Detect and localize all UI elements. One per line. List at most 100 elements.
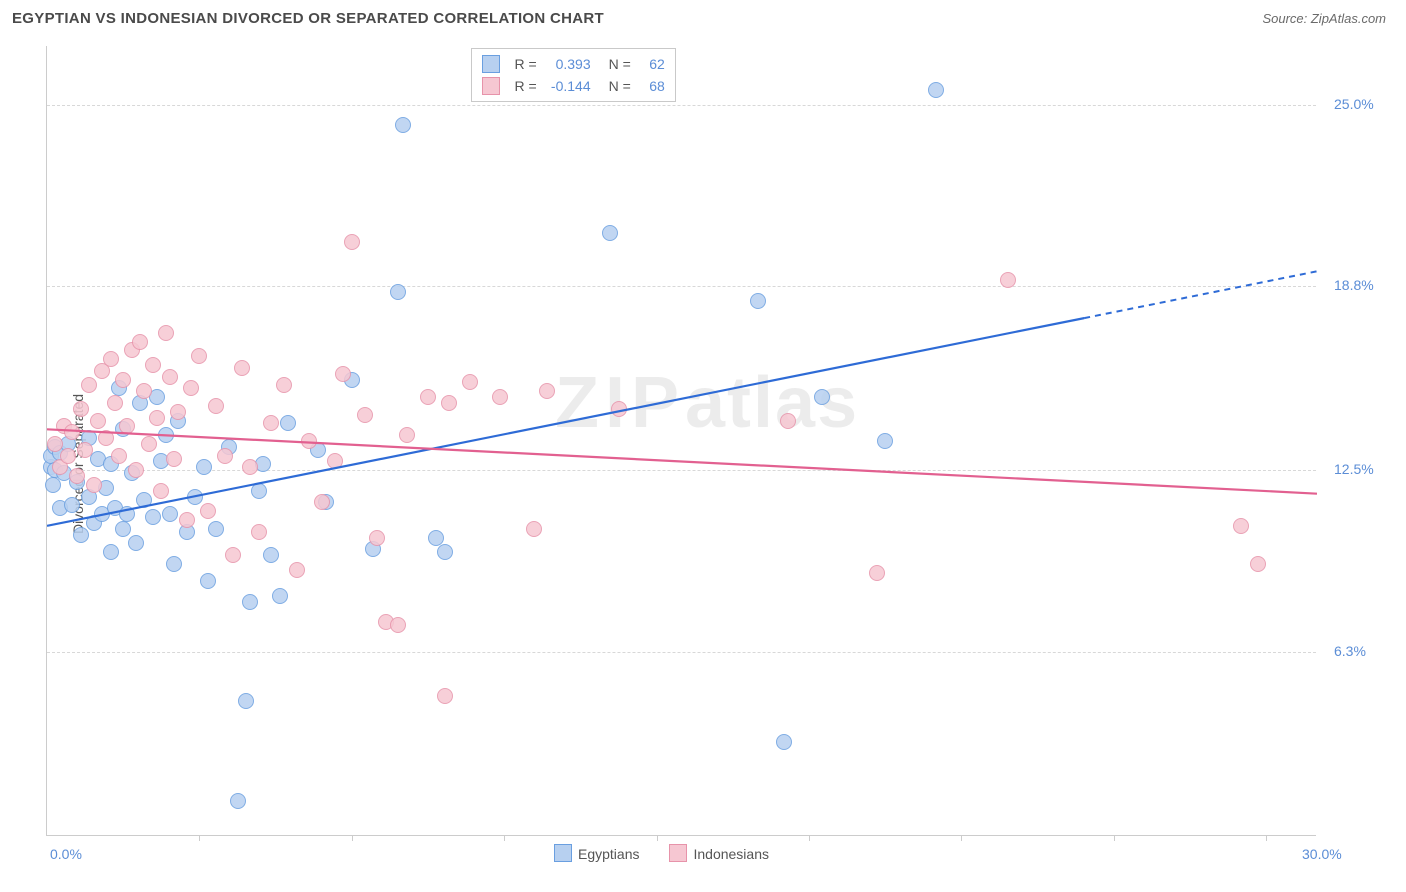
scatter-point-indonesians <box>263 415 279 431</box>
scatter-point-egyptians <box>162 506 178 522</box>
scatter-point-egyptians <box>272 588 288 604</box>
scatter-point-indonesians <box>242 459 258 475</box>
correlation-legend-row: R =0.393N =62 <box>482 53 664 75</box>
scatter-point-indonesians <box>119 418 135 434</box>
scatter-point-indonesians <box>141 436 157 452</box>
scatter-point-egyptians <box>230 793 246 809</box>
y-tick-label: 18.8% <box>1334 277 1374 293</box>
scatter-point-indonesians <box>357 407 373 423</box>
legend-item: Egyptians <box>554 844 639 862</box>
scatter-point-egyptians <box>166 556 182 572</box>
scatter-point-indonesians <box>335 366 351 382</box>
scatter-point-indonesians <box>225 547 241 563</box>
chart-header: EGYPTIAN VS INDONESIAN DIVORCED OR SEPAR… <box>0 0 1406 33</box>
gridline <box>47 470 1316 471</box>
legend-n-label: N = <box>609 75 631 97</box>
trend-line-indonesians <box>47 429 1317 493</box>
scatter-point-indonesians <box>132 334 148 350</box>
scatter-point-indonesians <box>1000 272 1016 288</box>
x-tick <box>961 835 962 841</box>
scatter-point-indonesians <box>170 404 186 420</box>
scatter-point-egyptians <box>103 544 119 560</box>
chart-title: EGYPTIAN VS INDONESIAN DIVORCED OR SEPAR… <box>12 10 604 27</box>
x-tick <box>199 835 200 841</box>
scatter-point-indonesians <box>98 430 114 446</box>
scatter-point-indonesians <box>86 477 102 493</box>
scatter-point-indonesians <box>289 562 305 578</box>
scatter-point-egyptians <box>145 509 161 525</box>
y-tick-label: 25.0% <box>1334 96 1374 112</box>
trend-overlay <box>47 46 1317 836</box>
scatter-point-egyptians <box>64 497 80 513</box>
scatter-point-egyptians <box>928 82 944 98</box>
gridline <box>47 286 1316 287</box>
x-min-label: 0.0% <box>50 846 82 862</box>
scatter-point-egyptians <box>877 433 893 449</box>
scatter-point-egyptians <box>119 506 135 522</box>
x-tick <box>1114 835 1115 841</box>
scatter-point-indonesians <box>162 369 178 385</box>
x-max-label: 30.0% <box>1302 846 1342 862</box>
scatter-point-egyptians <box>187 489 203 505</box>
scatter-point-egyptians <box>776 734 792 750</box>
scatter-point-indonesians <box>128 462 144 478</box>
legend-r-value: 0.393 <box>545 53 591 75</box>
chart-area: Divorced or Separated ZIPatlas 6.3%12.5%… <box>0 36 1406 892</box>
x-tick <box>1266 835 1267 841</box>
scatter-point-indonesians <box>179 512 195 528</box>
scatter-point-egyptians <box>280 415 296 431</box>
scatter-point-indonesians <box>103 351 119 367</box>
legend-swatch <box>482 77 500 95</box>
scatter-point-indonesians <box>344 234 360 250</box>
source-attribution: Source: ZipAtlas.com <box>1262 11 1386 26</box>
legend-r-value: -0.144 <box>545 75 591 97</box>
scatter-point-indonesians <box>327 453 343 469</box>
legend-n-label: N = <box>609 53 631 75</box>
scatter-point-indonesians <box>183 380 199 396</box>
scatter-point-egyptians <box>814 389 830 405</box>
scatter-point-egyptians <box>437 544 453 560</box>
scatter-point-indonesians <box>492 389 508 405</box>
scatter-point-indonesians <box>462 374 478 390</box>
scatter-point-indonesians <box>441 395 457 411</box>
scatter-point-indonesians <box>107 395 123 411</box>
x-tick <box>352 835 353 841</box>
scatter-point-indonesians <box>158 325 174 341</box>
scatter-point-indonesians <box>234 360 250 376</box>
scatter-point-indonesians <box>780 413 796 429</box>
scatter-point-egyptians <box>750 293 766 309</box>
scatter-point-indonesians <box>390 617 406 633</box>
scatter-point-indonesians <box>217 448 233 464</box>
scatter-point-egyptians <box>200 573 216 589</box>
scatter-point-indonesians <box>1233 518 1249 534</box>
scatter-point-egyptians <box>115 521 131 537</box>
legend-swatch <box>554 844 572 862</box>
scatter-point-indonesians <box>611 401 627 417</box>
legend-label: Indonesians <box>693 846 769 862</box>
trend-line-dash-egyptians <box>1084 271 1317 318</box>
scatter-point-indonesians <box>145 357 161 373</box>
scatter-point-egyptians <box>128 535 144 551</box>
correlation-legend-row: R = -0.144 N = 68 <box>482 75 664 97</box>
scatter-point-indonesians <box>1250 556 1266 572</box>
legend-r-label: R = <box>514 75 536 97</box>
scatter-point-indonesians <box>251 524 267 540</box>
scatter-point-egyptians <box>73 527 89 543</box>
scatter-point-indonesians <box>69 468 85 484</box>
scatter-point-egyptians <box>395 117 411 133</box>
legend-label: Egyptians <box>578 846 639 862</box>
scatter-point-indonesians <box>81 377 97 393</box>
scatter-point-indonesians <box>115 372 131 388</box>
legend-n-value: 68 <box>639 75 665 97</box>
plot-region: ZIPatlas <box>46 46 1316 836</box>
scatter-point-indonesians <box>276 377 292 393</box>
scatter-point-egyptians <box>238 693 254 709</box>
scatter-point-indonesians <box>149 410 165 426</box>
gridline <box>47 105 1316 106</box>
scatter-point-egyptians <box>263 547 279 563</box>
scatter-point-egyptians <box>390 284 406 300</box>
scatter-point-indonesians <box>399 427 415 443</box>
gridline <box>47 652 1316 653</box>
scatter-point-egyptians <box>242 594 258 610</box>
scatter-point-egyptians <box>602 225 618 241</box>
